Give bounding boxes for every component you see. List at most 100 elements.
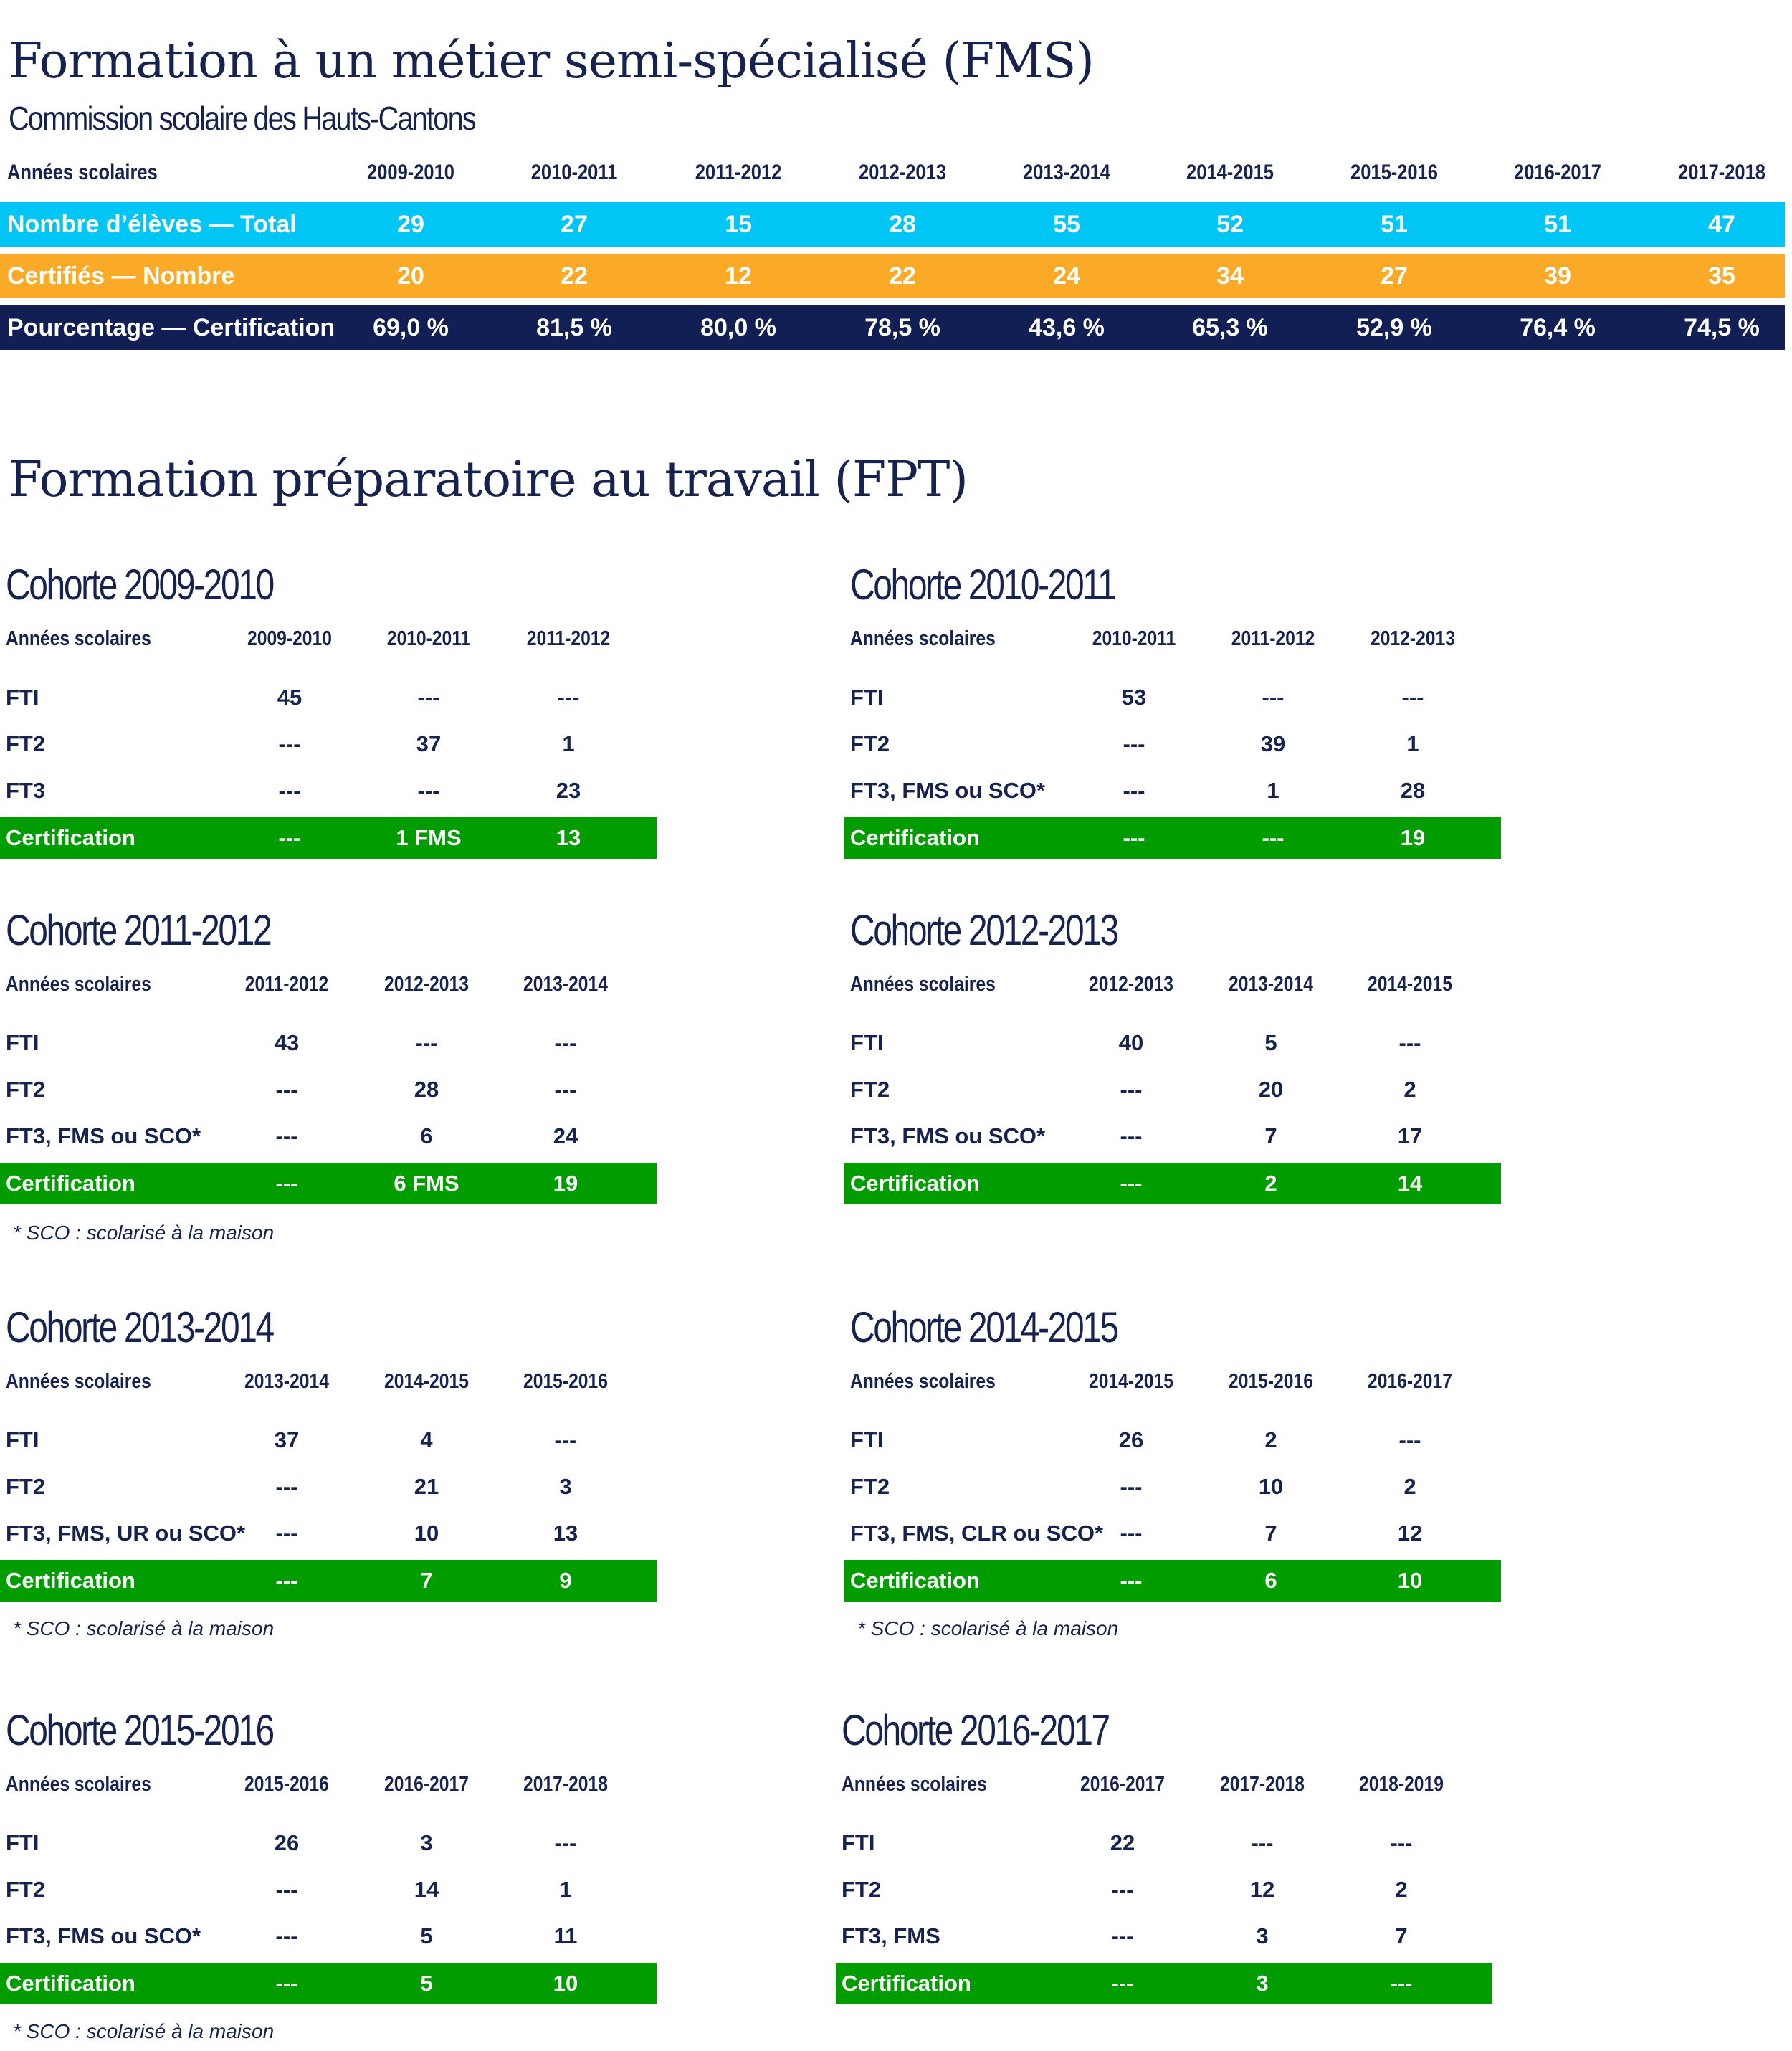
cohort-cell: 24 [553, 1123, 578, 1148]
cohort-cell: 28 [414, 1077, 439, 1102]
cohort-cell: 13 [553, 1521, 578, 1546]
fms-subtitle: Commission scolaire des Hauts-Cantons [9, 100, 477, 137]
cohort-cell: 4 [420, 1427, 433, 1452]
fms-cell: 34 [1216, 262, 1244, 290]
cohort-header-row: Années scolaires 2009-2010 2010-2011 201… [0, 618, 657, 660]
cohort-cell: 14 [1397, 1171, 1423, 1196]
cohort-title: Cohorte 2012-2013 [850, 906, 1119, 954]
cohort-cell: --- [1120, 1171, 1143, 1196]
fms-header-row: Années scolaires 2009-2010 2010-2011 201… [0, 151, 1785, 195]
cohort-year-header: 2014-2015 [1089, 1370, 1173, 1393]
cohort-cell: --- [1120, 1521, 1143, 1546]
cohort-cell: 11 [553, 1923, 578, 1948]
fms-row-certified: Certifiés — Nombre 20 22 12 22 24 34 27 … [0, 254, 1785, 298]
cohort-row-fti: FTI 43 --- --- [0, 1022, 657, 1064]
cohort-row-label: FT2 [6, 1877, 46, 1902]
fms-cell: 15 [725, 211, 752, 238]
cohort-cell: 2 [1403, 1474, 1416, 1499]
cohort-cell: 2 [1264, 1427, 1277, 1452]
cohort-cell: 40 [1118, 1030, 1144, 1055]
cohort-year-header: 2009-2010 [247, 627, 332, 650]
cohort-row-label: Certification [6, 1171, 135, 1196]
fms-row-label: Certifiés — Nombre [7, 262, 235, 290]
fms-cell: 29 [397, 211, 424, 238]
cohort-row-label: FT3, FMS, UR ou SCO* [6, 1521, 246, 1546]
cohort-row-ft3: FT3, FMS, CLR ou SCO* --- 7 12 [844, 1513, 1501, 1554]
cohort-year-header: 2012-2013 [1089, 973, 1173, 996]
cohort-cell: 14 [414, 1877, 439, 1902]
cohort-cell: 3 [559, 1474, 572, 1499]
cohort-cell: --- [1120, 1123, 1143, 1148]
cohort-cell: --- [557, 685, 580, 710]
fms-cell: 51 [1544, 211, 1571, 238]
cohort-row-label: FT3, FMS ou SCO* [850, 1123, 1046, 1148]
cohort-cell: --- [275, 1521, 298, 1546]
cohort-year-header: 2017-2018 [1220, 1773, 1305, 1796]
cohort-cell: --- [275, 1923, 298, 1948]
cohort-row-label: FTI [850, 1030, 884, 1055]
cohort-cell: 22 [1110, 1830, 1135, 1855]
cohort-cell: --- [1111, 1923, 1134, 1948]
cohort-year-header: 2013-2014 [523, 973, 608, 996]
fms-cell: 35 [1708, 262, 1735, 290]
cohort-cell: --- [275, 1077, 298, 1102]
fms-row-percentage: Pourcentage — Certification 69,0 % 81,5 … [0, 305, 1785, 350]
cohort-year-header: 2016-2017 [1080, 1773, 1165, 1796]
cohort-cell: 23 [556, 778, 581, 803]
cohort-year-header: 2014-2015 [1368, 973, 1452, 996]
cohort-row-label: FTI [6, 1030, 39, 1055]
fms-cell: 12 [725, 262, 752, 290]
cohort-header-row: Années scolaires 2015-2016 2016-2017 201… [0, 1764, 657, 1805]
cohort-row-label: FT3, FMS ou SCO* [6, 1123, 201, 1148]
cohort-row-certification: Certification --- 7 9 [0, 1560, 657, 1602]
fms-year-header: 2009-2010 [367, 161, 454, 184]
cohort-cell: --- [554, 1030, 577, 1055]
cohort-row-label: FTI [850, 685, 884, 710]
cohort-cell: 6 FMS [394, 1171, 459, 1196]
fms-header-label: Années scolaires [7, 161, 158, 184]
fms-cell: 55 [1053, 211, 1080, 238]
cohort-cell: 21 [414, 1474, 439, 1499]
cohort-row-ft3: FT3, FMS ou SCO* --- 7 17 [844, 1115, 1501, 1157]
fms-year-header: 2012-2013 [859, 161, 946, 184]
cohort-row-label: FT2 [6, 731, 46, 756]
cohort-cell: --- [417, 685, 440, 710]
cohort-cell: 9 [559, 1568, 572, 1593]
cohort-row-label: FTI [6, 1427, 39, 1452]
cohort-row-label: FT2 [850, 1474, 890, 1499]
cohort-cell: 7 [420, 1568, 433, 1593]
cohort-row-ft2: FT2 --- 14 1 [0, 1869, 657, 1910]
cohort-cell: --- [1262, 685, 1285, 710]
cohort-row-label: FT3, FMS, CLR ou SCO* [850, 1521, 1104, 1546]
cohort-header-label: Années scolaires [842, 1773, 987, 1796]
cohort-cell: 10 [1258, 1474, 1284, 1499]
cohort-row-label: Certification [842, 1971, 971, 1996]
cohort-header-row: Années scolaires 2012-2013 2013-2014 201… [844, 963, 1501, 1005]
cohort-row-ft3: FT3, FMS, UR ou SCO* --- 10 13 [0, 1513, 657, 1554]
cohort-year-header: 2013-2014 [1229, 973, 1313, 996]
cohort-cell: 39 [1260, 731, 1286, 756]
cohort-year-header: 2016-2017 [1368, 1370, 1452, 1393]
cohort-title: Cohorte 2013-2014 [6, 1303, 275, 1351]
cohort-cell: --- [554, 1427, 577, 1452]
cohort-footnote: * SCO : scolarisé à la maison [857, 1617, 1119, 1640]
cohort-year-header: 2012-2013 [384, 973, 469, 996]
cohort-row-certification: Certification --- 6 FMS 19 [0, 1163, 657, 1204]
fms-cell: 20 [397, 262, 424, 290]
cohort-cell: --- [1390, 1971, 1413, 1996]
cohort-row-label: FTI [6, 1830, 39, 1855]
cohort-cell: 10 [553, 1971, 578, 1996]
cohort-row-fti: FTI 45 --- --- [0, 677, 657, 718]
cohort-cell: --- [1120, 1474, 1143, 1499]
fms-year-header: 2016-2017 [1514, 161, 1601, 184]
cohort-header-row: Années scolaires 2011-2012 2012-2013 201… [0, 963, 657, 1005]
cohort-cell: 10 [414, 1521, 439, 1546]
cohort-row-label: FTI [6, 685, 39, 710]
cohort-year-header: 2012-2013 [1371, 627, 1455, 650]
cohort-cell: 2 [1395, 1877, 1408, 1902]
fms-cell: 22 [561, 262, 588, 290]
cohort-cell: --- [554, 1077, 577, 1102]
cohort-footnote: * SCO : scolarisé à la maison [13, 1222, 275, 1244]
fms-cell: 24 [1053, 262, 1080, 290]
cohort-cell: --- [278, 825, 301, 850]
